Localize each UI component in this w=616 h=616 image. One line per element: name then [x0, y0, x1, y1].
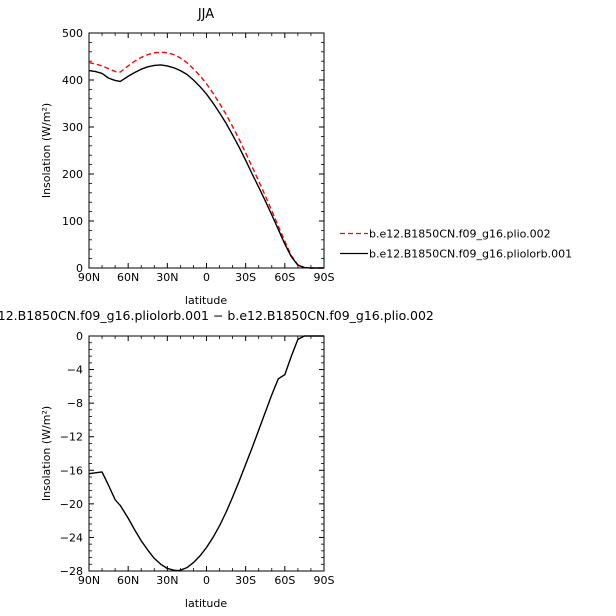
chart-top-y-tick-label: 200 — [62, 168, 83, 181]
chart-bottom-xlabel: latitude — [185, 597, 227, 610]
chart-top-x-tick-label: 90N — [78, 271, 100, 284]
chart-top: JJA 90N 60N 30N 0 30S 60S 90S0100200300400500 … — [40, 7, 335, 307]
chart-bottom-x-tick-label: 30N — [156, 574, 178, 587]
chart-top-x-tick-label: 30S — [235, 271, 256, 284]
chart-top-y-tick-label: 300 — [62, 121, 83, 134]
chart-top-xlabel: latitude — [185, 294, 227, 307]
chart-top-ticks — [88, 32, 325, 269]
chart-top-x-tick-label: 60N — [117, 271, 139, 284]
chart-bottom-y-tick-label: −28 — [60, 565, 83, 578]
chart-top-series-line-0 — [88, 51, 324, 269]
chart-top-title: JJA — [197, 7, 214, 22]
chart-top-series-line-1 — [88, 64, 324, 269]
chart-bottom-x-tick-label: 60S — [274, 574, 295, 587]
chart-top-x-tick-label: 90S — [314, 271, 335, 284]
chart-bottom-y-tick-label: −8 — [67, 397, 83, 410]
chart-bottom-tick-labels: 90N 60N 30N 0 30S 60S 90S 0 −4 −8 −12 −16 −20 −24 −28 — [60, 330, 335, 587]
legend: b.e12.B1850CN.f09_g16.plio.002 b.e12.B18… — [340, 228, 572, 261]
chart-bottom-x-tick-label: 30S — [235, 574, 256, 587]
chart-top-y-tick-label: 100 — [62, 215, 83, 228]
chart-top-frame — [88, 32, 325, 269]
chart-top-series — [88, 51, 324, 269]
legend-label-plio: b.e12.B1850CN.f09_g16.plio.002 — [369, 228, 551, 241]
chart-bottom-y-tick-label: −20 — [60, 498, 83, 511]
chart-bottom-y-tick-label: −16 — [60, 464, 83, 477]
chart-bottom-y-tick-label: −4 — [67, 364, 83, 377]
chart-bottom-series — [88, 335, 324, 572]
chart-bottom-x-tick-label: 90N — [78, 574, 100, 587]
chart-bottom: b.e12.B1850CN.f09_g16.pliolorb.001 − b.e… — [0, 308, 434, 610]
chart-bottom-ylabel: Insolation (W/m²) — [40, 406, 53, 501]
chart-top-y-tick-label: 0 — [76, 262, 83, 275]
chart-top-tick-labels: 90N 60N 30N 0 30S 60S 90S 0 100 200 300 400 500 — [62, 27, 335, 284]
chart-top-y-tick-label: 400 — [62, 74, 83, 87]
chart-bottom-y-tick-label: 0 — [76, 330, 83, 343]
chart-bottom-x-tick-label: 90S — [314, 574, 335, 587]
chart-top-x-tick-label: 30N — [156, 271, 178, 284]
chart-top-x-tick-label: 60S — [274, 271, 295, 284]
chart-bottom-frame — [88, 335, 325, 572]
chart-top-y-tick-label: 500 — [62, 27, 83, 40]
chart-top-ylabel: Insolation (W/m²) — [40, 103, 53, 198]
chart-bottom-x-tick-label: 0 — [203, 574, 210, 587]
chart-bottom-series-line-0 — [88, 335, 324, 572]
chart-bottom-y-tick-label: −12 — [60, 431, 83, 444]
chart-bottom-y-tick-label: −24 — [60, 531, 83, 544]
legend-label-pliolorb: b.e12.B1850CN.f09_g16.pliolorb.001 — [369, 248, 572, 261]
chart-bottom-x-tick-label: 60N — [117, 574, 139, 587]
chart-bottom-title: b.e12.B1850CN.f09_g16.pliolorb.001 − b.e… — [0, 308, 434, 323]
chart-bottom-ticks — [88, 335, 325, 572]
chart-top-x-tick-label: 0 — [203, 271, 210, 284]
